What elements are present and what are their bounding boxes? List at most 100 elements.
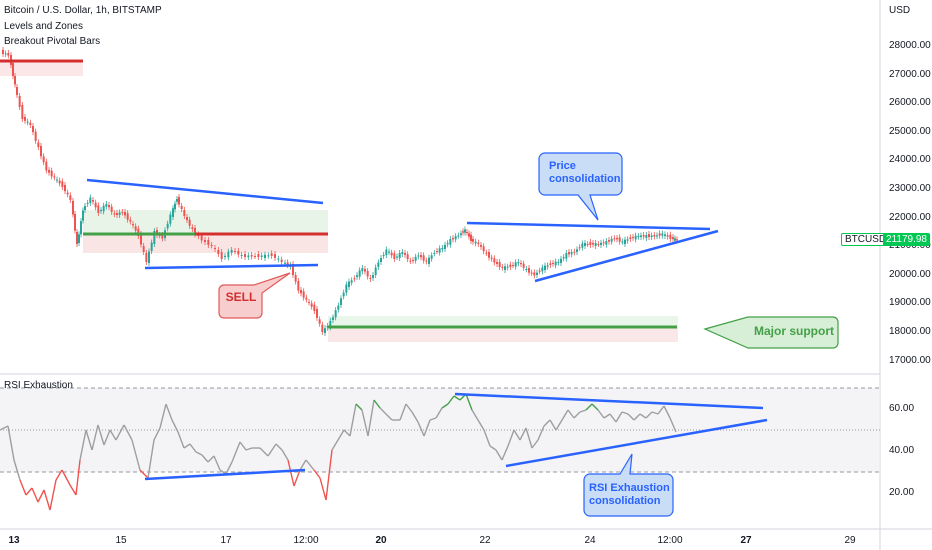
rsi-segment (97, 424, 105, 446)
rsi-axis-label: 60.00 (889, 403, 915, 414)
candle-body (313, 304, 316, 311)
candle-body (324, 328, 326, 333)
candle-body (581, 243, 584, 248)
rsi-lower-trendline-left[interactable] (144, 468, 306, 481)
rsi-segment (337, 429, 345, 441)
candle-body (230, 250, 233, 253)
candle-body (430, 255, 433, 259)
candle-body (284, 262, 286, 264)
rsi-segment (355, 403, 363, 411)
rsi-segment (513, 429, 521, 441)
symbol-tag[interactable]: BTCUSD (841, 233, 891, 246)
candle-body (616, 238, 618, 240)
candle-body (401, 252, 404, 254)
rsi-axis-label: 40.00 (889, 445, 915, 456)
rsi-segment (519, 427, 527, 441)
rsi-segment (213, 455, 221, 471)
price-axis-label: 26000.00 (889, 97, 931, 109)
consolidation-lower-trendline[interactable] (534, 229, 719, 283)
candle-body (350, 280, 353, 283)
rsi-pane-title[interactable]: RSI Exhaustion (4, 380, 73, 391)
rsi-segment (109, 429, 117, 441)
rsi-segment (7, 425, 15, 461)
rsi-segment (325, 449, 333, 501)
candle-body (74, 214, 76, 231)
candle-body (113, 213, 116, 215)
candle-body (132, 224, 134, 226)
rsi-segment (299, 459, 307, 471)
support-zone-green (328, 316, 678, 328)
candle-body (364, 269, 366, 272)
rsi-segment (591, 403, 599, 411)
candle-body (224, 255, 226, 257)
candle-body (380, 258, 382, 262)
major-support-callout[interactable] (703, 316, 839, 349)
price-axis-label: 28000.00 (889, 40, 931, 51)
candle-body (528, 268, 530, 273)
rsi-segment (245, 447, 253, 451)
candle-body (102, 205, 105, 212)
indicator-levels-zones[interactable]: Levels and Zones (4, 21, 83, 32)
candle-body (97, 205, 100, 213)
candle-body (118, 212, 121, 215)
wedge-lower-trendline[interactable] (144, 263, 319, 270)
wedge-upper-trendline[interactable] (86, 178, 324, 205)
candle-body (76, 232, 78, 244)
price-consolidation-callout[interactable] (538, 152, 623, 221)
candle-body (645, 235, 648, 238)
rsi-segment (195, 451, 203, 456)
candle-body (608, 240, 610, 242)
consolidation-upper-trendline[interactable] (466, 221, 711, 231)
rsi-lower-trendline[interactable] (505, 418, 768, 468)
last-price-tag[interactable]: 21179.98 (883, 233, 930, 246)
candle-body (4, 53, 7, 55)
rsi-segment (501, 445, 509, 461)
rsi-upper-trendline[interactable] (454, 392, 764, 410)
candle-body (277, 258, 280, 260)
candle-body (554, 261, 557, 266)
candle-body (621, 241, 624, 243)
candle-body (565, 253, 568, 259)
candle-body (274, 254, 276, 258)
candle-body (105, 204, 108, 207)
candle-body (210, 245, 213, 246)
candle-body (562, 257, 565, 259)
candle-body (194, 228, 196, 235)
candle-body (145, 253, 148, 262)
candle-body (490, 257, 493, 259)
candle-body (642, 235, 645, 237)
candle-body (661, 233, 664, 236)
indicator-breakout-pivotal-bars[interactable]: Breakout Pivotal Bars (4, 36, 101, 47)
candle-body (477, 242, 480, 244)
candle-body (300, 290, 302, 294)
price-candles (2, 47, 678, 336)
candle-body (674, 238, 676, 241)
rsi-segment (207, 455, 215, 463)
candle-body (377, 262, 380, 267)
rsi-line (0, 393, 677, 511)
candle-body (404, 253, 406, 255)
major-support-label: Major support (754, 324, 834, 338)
candle-body (454, 236, 457, 240)
candle-body (446, 243, 449, 245)
candle-body (254, 256, 256, 257)
chart-title[interactable]: Bitcoin / U.S. Dollar, 1h, BITSTAMP (4, 5, 162, 16)
rsi-consolidation-callout[interactable] (583, 453, 674, 517)
candle-body (425, 260, 428, 262)
candle-body (50, 170, 53, 177)
candle-body (480, 245, 482, 247)
candle-body (570, 252, 573, 255)
candle-body (624, 239, 626, 244)
candle-body (140, 234, 142, 245)
candle-body (207, 240, 210, 245)
rsi-segment (49, 479, 57, 511)
candle-body (428, 257, 430, 264)
candle-body (220, 252, 223, 259)
candle-body (40, 146, 42, 157)
candle-body (240, 255, 243, 256)
sell-callout[interactable] (218, 272, 291, 319)
price-axis-label: 27000.00 (889, 68, 931, 80)
price-axis-label: 17000.00 (889, 354, 931, 366)
candle-body (396, 256, 398, 258)
